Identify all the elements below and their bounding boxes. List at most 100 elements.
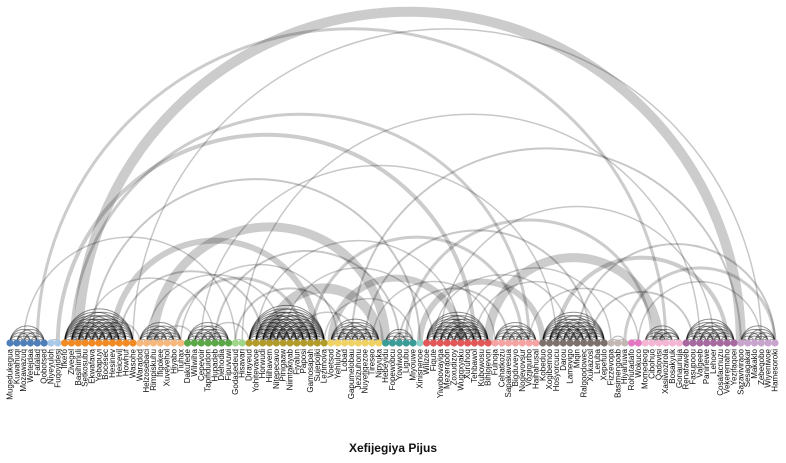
node-24 bbox=[170, 339, 178, 347]
group-arc-12-0-5 bbox=[542, 325, 578, 344]
node-label-64: Mezeraoon bbox=[443, 349, 452, 389]
group-arc-6-4-10 bbox=[275, 322, 318, 344]
group-arc-12-0-4 bbox=[542, 328, 571, 344]
group-arc-2-4-7 bbox=[91, 332, 113, 344]
node-39 bbox=[272, 339, 280, 347]
node-label-38: Hiihavem bbox=[265, 349, 274, 383]
group-arc-7-1-6 bbox=[337, 325, 373, 344]
node-label-101: Valgeeb bbox=[695, 348, 704, 377]
group-arc-11-0-4 bbox=[494, 328, 523, 344]
group-arc-10-6-9 bbox=[467, 332, 489, 344]
node-label-49: Lobad bbox=[340, 349, 349, 371]
group-arc-6-3-8 bbox=[269, 325, 305, 344]
node-label-52: Nuyetiqezoe bbox=[361, 348, 370, 393]
link-arc-54 bbox=[159, 325, 196, 344]
node-7 bbox=[54, 339, 62, 347]
link-arc-2 bbox=[35, 27, 668, 344]
node-68 bbox=[470, 339, 479, 347]
group-arc-12-3-6 bbox=[562, 332, 585, 344]
node-43 bbox=[300, 339, 308, 347]
node-label-25: Tiuhax bbox=[176, 349, 185, 373]
node-label-37: Horwudi bbox=[258, 349, 267, 379]
node-77 bbox=[532, 339, 540, 347]
node-label-83: Miqin bbox=[572, 349, 581, 368]
group-arc-10-0-7 bbox=[426, 318, 475, 344]
group-arc-6-1-5 bbox=[255, 328, 284, 344]
link-arc-31 bbox=[623, 266, 777, 344]
node-label-6: Niyeyuloh bbox=[46, 349, 55, 384]
group-arc-16-1-4 bbox=[692, 332, 715, 344]
group-arc-4-3-6 bbox=[207, 332, 230, 344]
node-80 bbox=[552, 339, 561, 347]
group-arc-2-0-5 bbox=[64, 325, 100, 344]
link-arc-17 bbox=[309, 236, 524, 344]
group-arc-2-0-10 bbox=[64, 308, 134, 344]
group-arc-7-0-7 bbox=[330, 318, 380, 344]
group-arc-12-4-7 bbox=[569, 332, 592, 344]
group-arc-10-1-7 bbox=[432, 322, 475, 344]
node-label-1: Kuwahuqi bbox=[12, 349, 21, 384]
group-arc-12-3-9 bbox=[562, 322, 605, 344]
group-arc-6-1-10 bbox=[255, 311, 318, 344]
node-label-97: Bosakyuk bbox=[668, 348, 677, 384]
group-arc-16-3-7 bbox=[706, 328, 735, 344]
node-label-7: Fuqoyidesj bbox=[53, 349, 62, 388]
group-arc-0-1-5 bbox=[16, 328, 45, 344]
node-55 bbox=[382, 339, 390, 347]
group-arc-11-1-5 bbox=[501, 328, 530, 344]
group-arc-12-2-8 bbox=[555, 322, 598, 344]
link-arc-41 bbox=[282, 267, 435, 344]
node-50 bbox=[347, 339, 356, 347]
link-arc-36 bbox=[84, 277, 216, 344]
node-76 bbox=[525, 339, 533, 347]
group-arc-12-1-9 bbox=[549, 315, 605, 344]
group-arc-2-4-8 bbox=[91, 328, 120, 344]
group-arc-16-0-7 bbox=[685, 318, 735, 344]
group-arc-16-3-6 bbox=[706, 332, 728, 344]
node-61 bbox=[423, 339, 431, 347]
node-label-18: Wasohe bbox=[128, 348, 137, 378]
group-arc-7-0-4 bbox=[330, 328, 359, 344]
group-arc-10-5-9 bbox=[460, 328, 489, 344]
node-label-94: Cibohuo bbox=[648, 348, 657, 378]
node-108 bbox=[744, 339, 752, 347]
group-arc-10-0-4 bbox=[426, 328, 455, 344]
group-arc-12-2-6 bbox=[555, 328, 585, 344]
node-101 bbox=[696, 339, 704, 347]
node-111 bbox=[764, 339, 772, 347]
group-arc-12-0-6 bbox=[542, 322, 585, 344]
node-label-102: Paninewe bbox=[702, 348, 711, 384]
group-arc-3-1-4 bbox=[146, 332, 168, 344]
node-label-78: Kobeduo bbox=[538, 348, 547, 381]
group-arc-10-2-8 bbox=[439, 322, 482, 344]
node-label-14: Bocesec bbox=[101, 349, 110, 380]
x-axis-label: Xefijegiya Pijus bbox=[349, 441, 437, 455]
link-arc-9 bbox=[148, 222, 391, 344]
node-104 bbox=[716, 339, 724, 347]
group-arc-10-3-6 bbox=[446, 332, 469, 344]
node-labels: MugedukeguaKuwahuqiMozawazuqWetejdaaFata… bbox=[6, 348, 780, 400]
group-arc-6-4-9 bbox=[275, 325, 312, 344]
node-label-109: Makaklo bbox=[750, 348, 759, 378]
node-13 bbox=[95, 339, 103, 347]
group-arc-10-1-8 bbox=[432, 318, 482, 344]
group-arc-6-0-10 bbox=[248, 308, 318, 344]
group-arc-2-4-10 bbox=[91, 322, 134, 344]
node-label-27: Wilwiha bbox=[190, 348, 199, 376]
node-32 bbox=[224, 339, 233, 347]
group-arc-16-0-3 bbox=[685, 332, 708, 344]
node-63 bbox=[436, 339, 444, 347]
link-arc-37 bbox=[118, 270, 264, 344]
group-arc-7-0-5 bbox=[330, 325, 366, 344]
group-arc-6-0-9 bbox=[248, 311, 312, 344]
group-arc-2-3-8 bbox=[84, 325, 120, 344]
node-105 bbox=[723, 339, 731, 347]
group-arc-12-0-8 bbox=[542, 315, 598, 344]
node-label-50: Gapumelobau bbox=[347, 349, 356, 399]
group-arc-12-0-9 bbox=[542, 311, 605, 344]
node-label-96: Xasiwozirola bbox=[661, 348, 670, 393]
node-label-8: Ifkefo bbox=[60, 348, 69, 368]
node-label-63: Yiwobovayiga bbox=[436, 348, 445, 398]
group-arc-12-3-8 bbox=[562, 325, 598, 344]
group-arc-12-1-4 bbox=[549, 332, 571, 344]
